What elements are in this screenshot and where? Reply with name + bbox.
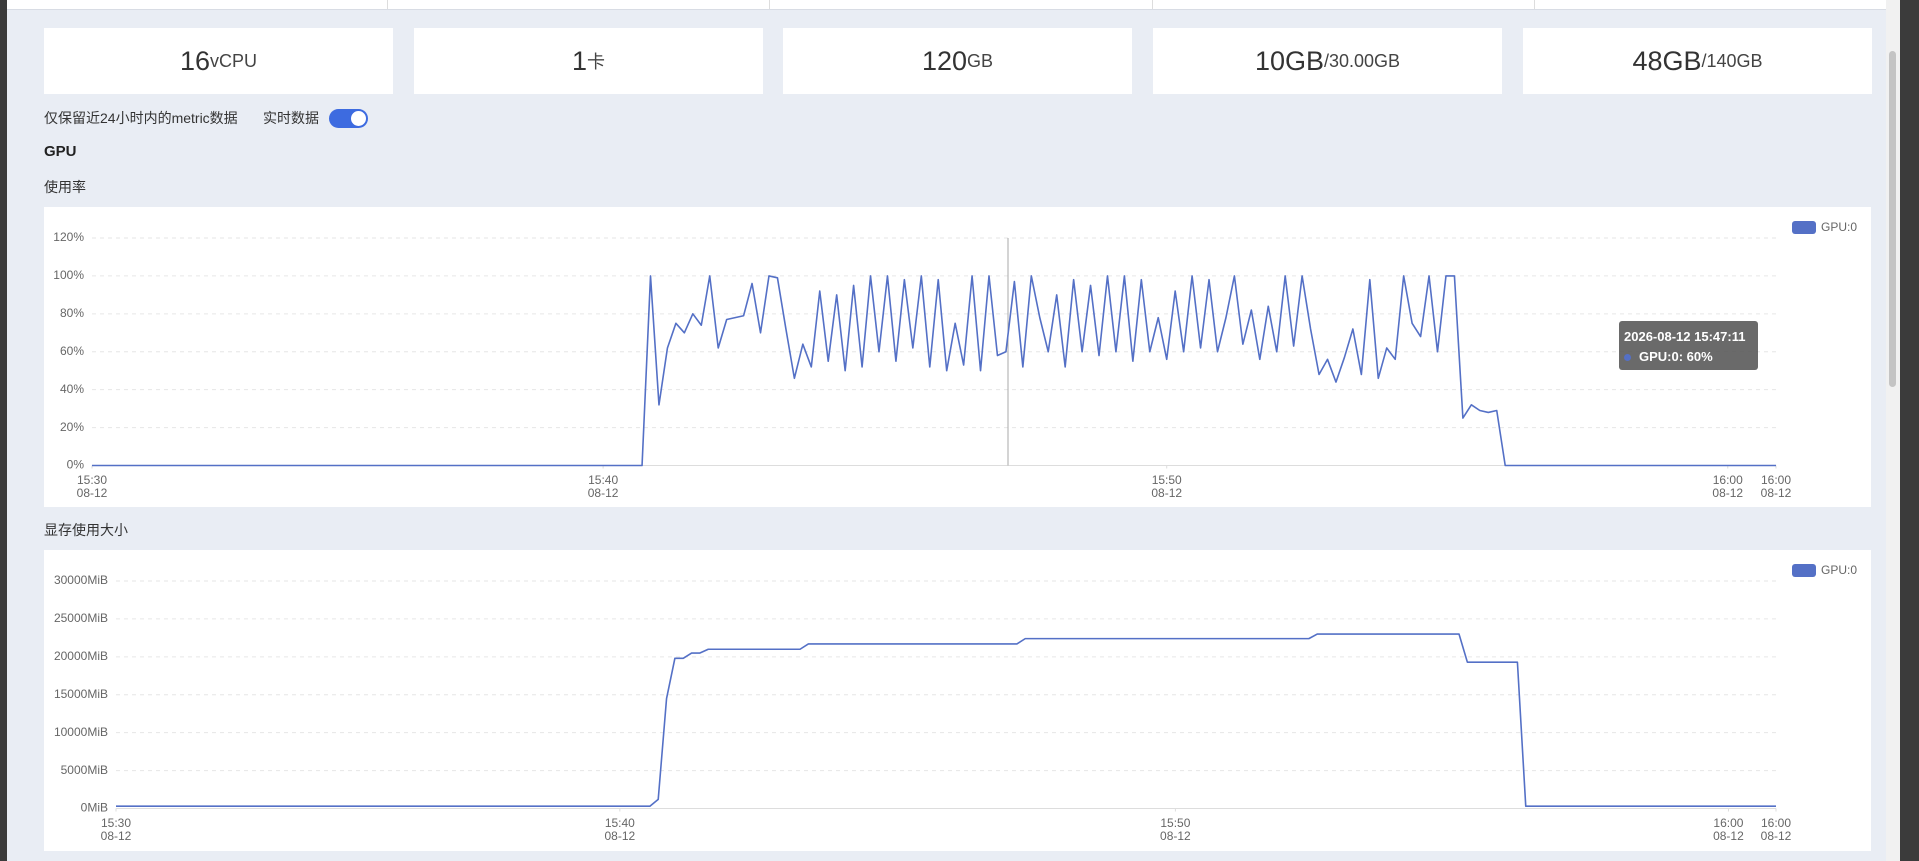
y-tick-label: 30000MiB	[54, 573, 108, 587]
toggle-knob	[351, 111, 366, 126]
x-tick-label: 15:30 08-12	[100, 815, 132, 843]
stat-card: 48GB/140GB	[1523, 28, 1872, 94]
y-tick-label: 120%	[53, 230, 84, 244]
chart-panel: 0% 20% 40% 60% 80% 100% 120% GPU:0 15:30 08-12 15…	[44, 207, 1871, 507]
chart-title: 显存使用大小	[44, 522, 128, 538]
separator	[1534, 0, 1535, 9]
y-tick-label: 60%	[60, 344, 84, 358]
stat-value: 48GB	[1632, 45, 1702, 76]
y-tick-label: 100%	[53, 268, 84, 282]
stat-card: 16 vCPU	[44, 28, 393, 94]
y-tick-label: 25000MiB	[54, 611, 108, 625]
legend-label: GPU:0	[1821, 563, 1857, 577]
legend-label: GPU:0	[1821, 220, 1857, 234]
retention-note: 仅保留近24小时内的metric数据	[44, 110, 238, 126]
stat-unit: /30.00GB	[1323, 50, 1401, 71]
separator	[1152, 0, 1153, 9]
y-tick-label: 15000MiB	[54, 687, 108, 701]
stat-unit: GB	[967, 50, 994, 71]
x-tick-label: 16:00 08-12	[1760, 815, 1792, 843]
window-edge	[1900, 0, 1919, 861]
stat-value: 16	[179, 45, 211, 76]
separator	[387, 0, 388, 9]
stat-card: 10GB/30.00GB	[1153, 28, 1502, 94]
series-line	[116, 633, 1776, 808]
x-tick-label: 15:50 08-12	[1151, 472, 1183, 500]
x-tick-label: 16:00 08-12	[1713, 815, 1744, 843]
chart-title: 使用率	[44, 179, 86, 195]
top-bar	[7, 0, 1886, 10]
y-tick-label: 20000MiB	[54, 649, 108, 663]
tooltip-text: GPU:0: 60%	[1639, 349, 1713, 364]
tooltip-dot	[1624, 353, 1631, 361]
y-tick-label: 5000MiB	[61, 763, 108, 777]
stat-unit: /140GB	[1701, 50, 1763, 71]
chart-panel: 0MiB 5000MiB 10000MiB 15000MiB 20000MiB 25000…	[44, 550, 1871, 851]
stat-unit: 卡	[587, 52, 606, 72]
chart: 0MiB 5000MiB 10000MiB 15000MiB 20000MiB 25000…	[54, 563, 1857, 815]
x-tick-label: 16:00 08-12	[1760, 472, 1792, 500]
stat-value: 120	[921, 45, 968, 76]
realtime-label: 实时数据	[263, 110, 319, 126]
x-tick-label: 15:50 08-12	[1160, 815, 1191, 843]
y-tick-label: 0%	[67, 458, 85, 472]
stat-card: 120 GB	[783, 28, 1132, 94]
x-tick-label: 15:40 08-12	[587, 472, 619, 500]
window-edge	[0, 0, 7, 861]
tooltip-title: 2026-08-12 15:47:11	[1624, 329, 1746, 344]
tooltip-row: GPU:0: 60%	[1624, 347, 1753, 367]
section-title: GPU	[44, 143, 77, 160]
stat-value: 10GB	[1254, 45, 1324, 76]
y-tick-label: 20%	[60, 420, 84, 434]
y-tick-label: 40%	[60, 382, 84, 396]
legend-swatch	[1792, 564, 1816, 577]
realtime-toggle[interactable]	[329, 109, 368, 128]
y-tick-label: 0MiB	[81, 801, 108, 815]
legend-swatch	[1792, 221, 1816, 234]
x-tick-label: 15:40 08-12	[604, 815, 636, 843]
stat-unit: vCPU	[210, 50, 258, 71]
y-tick-label: 80%	[60, 306, 84, 320]
stat-value: 1	[571, 45, 588, 76]
y-tick-label: 10000MiB	[54, 725, 108, 739]
x-tick-label: 15:30 08-12	[76, 472, 108, 500]
scrollbar-thumb[interactable]	[1889, 51, 1896, 387]
x-tick-label: 16:00 08-12	[1712, 472, 1744, 500]
chart: 0% 20% 40% 60% 80% 100% 120% GPU:0	[53, 220, 1857, 472]
separator	[769, 0, 770, 9]
series-line	[92, 275, 1776, 467]
tooltip: 2026-08-12 15:47:11 GPU:0: 60%	[1619, 321, 1758, 370]
